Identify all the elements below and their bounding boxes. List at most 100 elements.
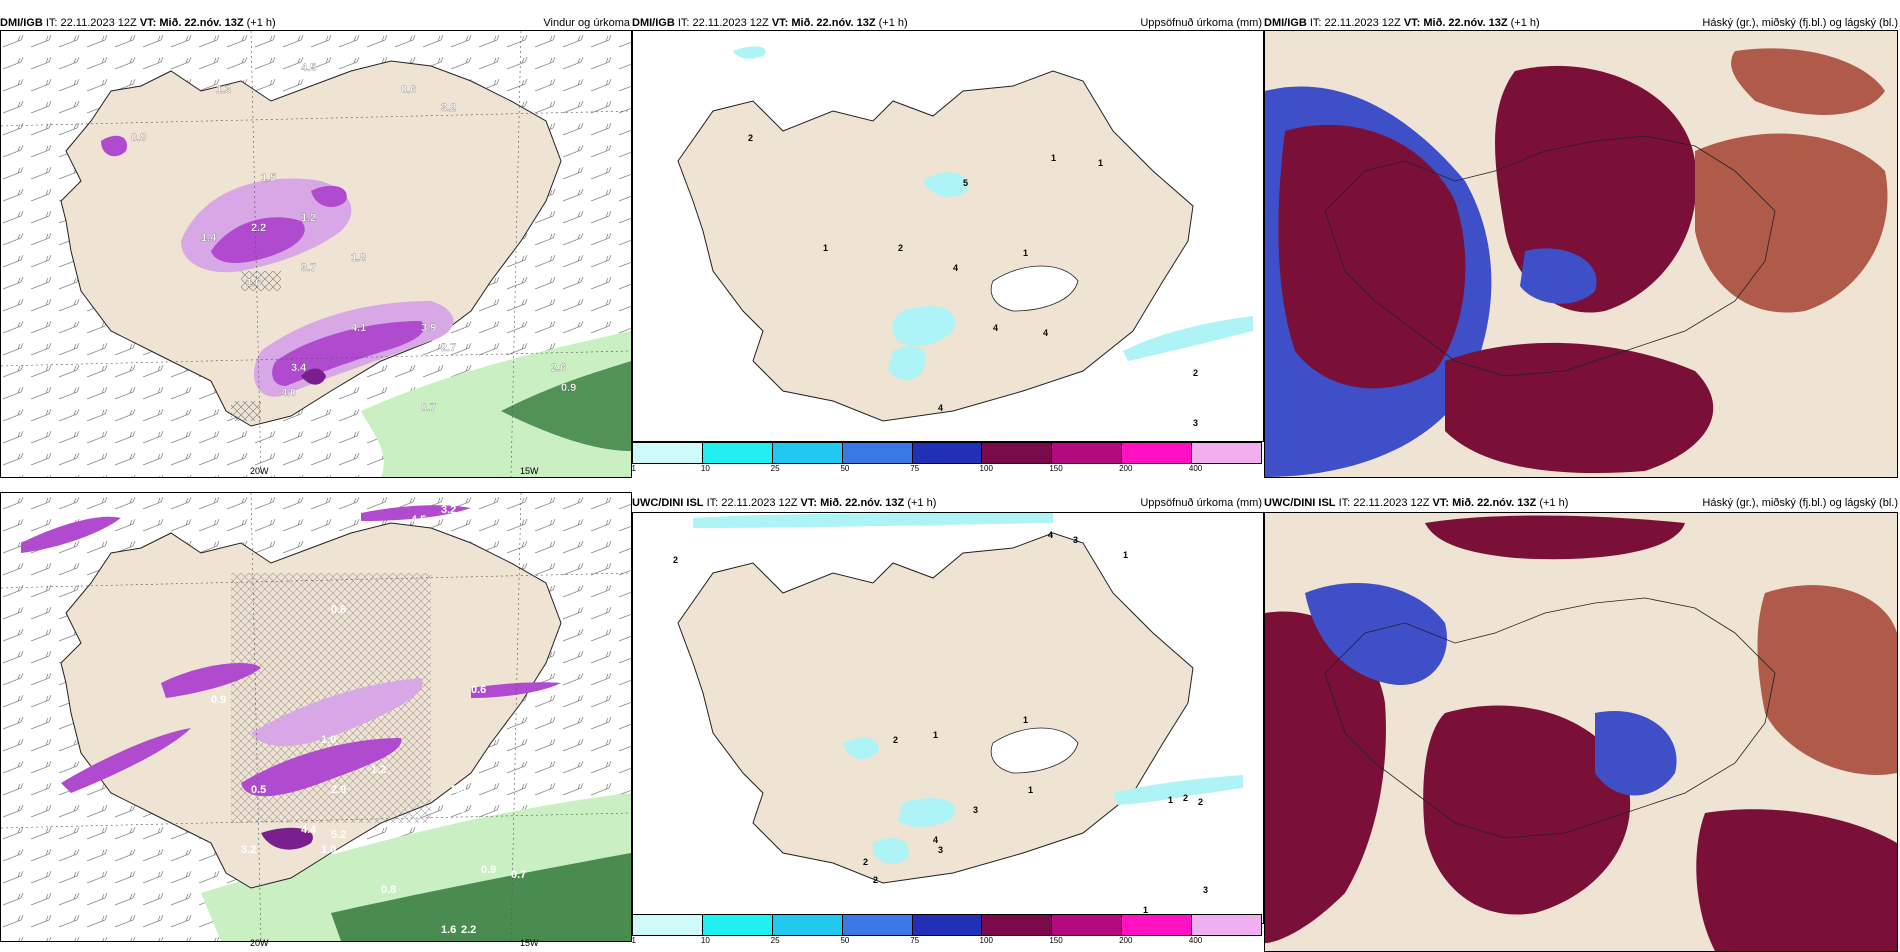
colorbar-swatch (982, 443, 1053, 463)
map-value-label: 1.5 (261, 172, 276, 184)
accum-precip-map: 2 5 1 1 1 2 4 1 4 4 2 3 4 (677, 46, 1253, 428)
map-value-label: 1 (1028, 785, 1033, 795)
accum-cyan-1 (923, 172, 969, 197)
snow-hatch (241, 271, 281, 291)
lon-label-15w: 15W (520, 466, 539, 476)
panel-header: UWC/DINI ISL IT: 22.11.2023 12Z VT: Mið.… (1264, 496, 1900, 510)
map-value-label: 2.9 (331, 784, 346, 796)
map-value-label: 1.3 (216, 84, 231, 96)
precip-streak-8 (361, 505, 471, 521)
map-value-label: 1.4 (201, 232, 217, 244)
map-value-label: 2.6 (451, 784, 466, 796)
graticule (1, 31, 631, 477)
colorbar-tick: 10 (700, 464, 710, 473)
accum-cyan-5 (733, 46, 766, 59)
precip-streak-5 (261, 827, 313, 850)
colorbar-tick: 10 (700, 936, 710, 945)
map-value-label: 0.8 (131, 132, 146, 144)
colorbar-tick: 400 (1188, 936, 1203, 945)
colorbar (632, 914, 1262, 936)
accum-cyan-2 (898, 798, 955, 828)
map-value-label: 2 (748, 133, 753, 143)
low-cloud-center (1595, 711, 1677, 796)
colorbar-swatch (1122, 915, 1193, 935)
panel-title: Vindur og úrkoma (543, 17, 630, 29)
map-value-label: 1 (1098, 158, 1103, 168)
precip-band-2 (211, 217, 305, 263)
cloud-cover-map (1265, 31, 1897, 477)
map-value-label: 3.2 (441, 102, 456, 114)
row2-panel-clouds: UWC/DINI ISL IT: 22.11.2023 12Z VT: Mið.… (1264, 492, 1900, 952)
map-value-label: 4.4 (301, 824, 317, 836)
panel-title: Uppsöfnuð úrkoma (mm) (1140, 497, 1262, 509)
map-value-label: 3 (938, 845, 943, 855)
lon-label-15w: 15W (520, 938, 539, 948)
model-info: DMI/IGB IT: 22.11.2023 12Z VT: Mið. 22.n… (0, 17, 276, 29)
map-value-label: 3 (1073, 535, 1078, 545)
panel-header: DMI/IGB IT: 22.11.2023 12Z VT: Mið. 22.n… (0, 16, 632, 30)
colorbar-ticks: 1 10 25 50 75 100 150 200 400 (632, 936, 1260, 946)
colorbar-swatch (772, 443, 843, 463)
colorbar-swatch (1192, 915, 1262, 935)
offshore-precip-dark (501, 361, 631, 451)
map-value-label: 1 (823, 243, 828, 253)
map-value-label: 5 (963, 178, 968, 188)
precip-streak-7 (471, 682, 561, 698)
colorbar-tick: 150 (1049, 936, 1063, 945)
colorbar-swatch (912, 915, 983, 935)
map-value-label: 0.8 (381, 884, 396, 896)
map-value-label: 4.5 (411, 514, 426, 526)
map-value-label: 2 (1183, 793, 1188, 803)
panel-header: UWC/DINI ISL IT: 22.11.2023 12Z VT: Mið.… (632, 496, 1264, 510)
colorbar-swatch (842, 443, 913, 463)
map-value-label: 0.5 (251, 784, 266, 796)
precip-streak-2 (161, 663, 261, 698)
map-value-label: 4.0 (281, 387, 296, 399)
map-frame: 2 5 1 1 1 2 4 1 4 4 2 3 4 (632, 30, 1264, 442)
map-value-label: 1 (1123, 550, 1128, 560)
precip-streak-3 (251, 678, 423, 747)
precip-band-5 (311, 185, 347, 207)
map-value-label: 2.7 (441, 342, 456, 354)
map-value-label: 4 (938, 403, 943, 413)
map-value-label: 0.7 (511, 869, 526, 881)
colorbar-tick: 25 (770, 936, 780, 945)
mid-cloud-east (1695, 133, 1888, 313)
colorbar-tick: 50 (840, 936, 850, 945)
high-cloud-center (1423, 705, 1631, 915)
accum-cyan-4 (693, 513, 1053, 528)
map-value-label: 1.7 (451, 804, 466, 816)
wind-precip-map: 1.3 4.5 2.2 1.6 3.7 1.2 1.8 4.1 3.9 3.4 4.0 2.7 0.9 0… (1, 31, 631, 477)
accum-cyan-3 (873, 838, 909, 865)
colorbar-tick: 100 (979, 464, 993, 473)
panel-header: DMI/IGB IT: 22.11.2023 12Z VT: Mið. 22.n… (1264, 16, 1900, 30)
offshore-precip (361, 331, 631, 477)
map-value-label: 2 (873, 875, 878, 885)
model-info: DMI/IGB IT: 22.11.2023 12Z VT: Mið. 22.n… (632, 17, 908, 29)
glacier (990, 727, 1079, 774)
high-cloud-west (1278, 124, 1466, 389)
map-value-label: 3.9 (421, 322, 436, 334)
map-value-label: 2 (1198, 797, 1203, 807)
cloud-cover-map (1265, 513, 1897, 951)
colorbar-tick: 100 (979, 936, 993, 945)
low-cloud-west (1305, 583, 1447, 685)
map-value-label: 4 (953, 263, 958, 273)
accum-cyan-1 (843, 737, 879, 759)
map-frame (1264, 512, 1898, 952)
map-value-label: 2.2 (461, 924, 476, 936)
map-value-label: 1 (1051, 153, 1056, 163)
map-value-label: 2 (893, 735, 898, 745)
colorbar-tick: 400 (1188, 464, 1203, 473)
map-value-label: 4 (933, 835, 938, 845)
map-value-label: 1.2 (301, 212, 316, 224)
row1-panel-wind: DMI/IGB IT: 22.11.2023 12Z VT: Mið. 22.n… (0, 14, 632, 478)
map-value-label: 1 (1023, 715, 1028, 725)
map-value-label: 4 (993, 323, 998, 333)
model-info: DMI/IGB IT: 22.11.2023 12Z VT: Mið. 22.n… (1264, 17, 1540, 29)
map-frame (1264, 30, 1898, 478)
map-value-label: 0.6 (471, 684, 486, 696)
colorbar-swatch (702, 915, 773, 935)
map-value-label: 2 (1193, 368, 1198, 378)
